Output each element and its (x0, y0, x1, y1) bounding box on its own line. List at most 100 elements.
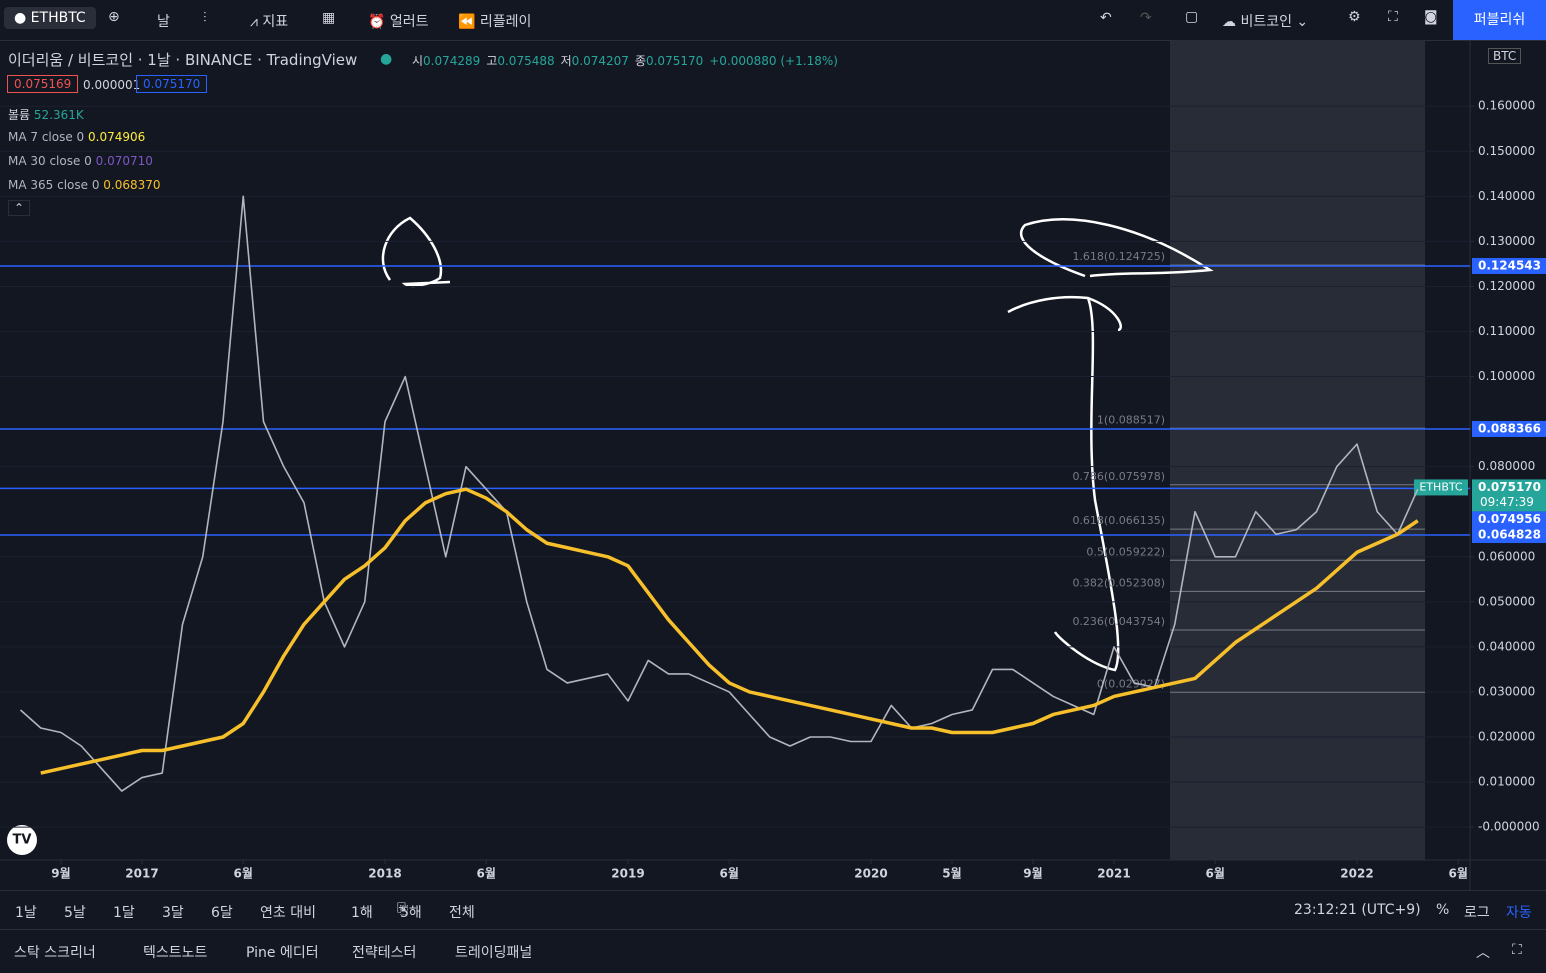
ma-value: 0.068370 (103, 178, 161, 192)
x-tick-label: 2020 (854, 867, 887, 881)
drawing (1007, 295, 1122, 672)
ohlc-value: 0.074289 (423, 54, 481, 68)
expand-button[interactable]: ︿ (1476, 945, 1490, 961)
collapse-button[interactable]: ⌃ (8, 200, 31, 216)
y-tick-label: 0.110000 (1478, 324, 1535, 338)
y-tick-label: 0.010000 (1478, 775, 1535, 789)
svg-text:TV: TV (13, 833, 32, 848)
x-tick-label: 2022 (1340, 867, 1373, 881)
range-button[interactable]: 5날 (64, 905, 86, 921)
ohlc-value: 0.075488 (497, 54, 555, 68)
x-tick-label: 2018 (368, 867, 401, 881)
drawing (381, 216, 451, 287)
label: 얼러트 (389, 14, 429, 30)
settings-button[interactable]: ⚙ (1348, 9, 1361, 25)
log-toggle[interactable]: 로그 (1464, 905, 1490, 921)
replay-button[interactable]: ⏪ 리플레이 (458, 14, 532, 30)
clock: 23:12:21 (UTC+9) (1294, 902, 1421, 918)
add-button[interactable]: ⊕ (108, 9, 120, 25)
ma-value: 0.070710 (95, 154, 153, 168)
fib-label: 0.786(0.075978) (1072, 470, 1165, 483)
interval-button[interactable]: 날 (157, 14, 170, 30)
indicators-button[interactable]: ⩘ 지표 (250, 14, 289, 30)
series-line (19, 195, 1419, 792)
x-tick-label: 6월 (1449, 866, 1468, 881)
legend-title: 이더리움 / 비트코인 · 1날 · BINANCE · TradingView (8, 51, 358, 69)
x-tick-label: 6월 (1206, 866, 1225, 881)
publish-button[interactable]: 퍼블리쉬 (1453, 0, 1546, 40)
tab[interactable]: 스탁 스크리너 (14, 945, 96, 961)
fib-label: 0.382(0.052308) (1072, 576, 1165, 589)
fib-label: 1(0.088517) (1097, 413, 1165, 426)
redo-button[interactable]: ↷ (1140, 10, 1152, 26)
x-tick-label: 9월 (1023, 866, 1042, 881)
fib-label: 0.5(0.059222) (1086, 545, 1165, 558)
ma-name: MA 365 close 0 (8, 178, 100, 192)
ohlc-value: 0.075170 (645, 54, 704, 68)
tab[interactable]: Pine 에디터 (246, 945, 319, 961)
last-price-bg (1472, 479, 1546, 512)
fib-label: 1.618(0.124725) (1072, 250, 1165, 263)
fib-label: 0(0.029927) (1097, 677, 1165, 690)
range-button[interactable]: 1해 (351, 905, 373, 921)
label: 지표 (262, 14, 289, 30)
layout-button[interactable]: ▦ (322, 10, 336, 26)
ma-badge: 0.074956 (1478, 512, 1541, 526)
chart-type-button[interactable]: ⫶ (203, 10, 207, 26)
ma-value: 0.074906 (88, 130, 146, 144)
range-button[interactable]: 6달 (211, 905, 233, 921)
symbol: ETHBTC (30, 10, 86, 26)
range-button[interactable]: 5해 (400, 905, 422, 921)
range-button[interactable]: 1날 (15, 905, 37, 921)
range-button[interactable]: 3달 (162, 905, 184, 921)
symbol-button[interactable]: ● ETHBTC (4, 7, 96, 29)
volume-value: 52.361K (33, 108, 84, 122)
tab[interactable]: 텍스트노트 (143, 945, 208, 961)
goto-date[interactable]: ⎘ (397, 901, 409, 917)
snapshot-button[interactable]: ◙ (1424, 9, 1438, 25)
maximize-button[interactable]: ⛶ (1512, 942, 1522, 958)
range-button[interactable]: 1달 (113, 905, 135, 921)
drawings (381, 216, 1214, 672)
x-tick-label: 5월 (942, 866, 961, 881)
percent-toggle[interactable]: % (1436, 902, 1450, 918)
y-tick-label: 0.150000 (1478, 144, 1535, 158)
ohlc-label: 종 (634, 54, 646, 68)
range-button[interactable]: 전체 (449, 905, 475, 921)
logo: TV (7, 825, 37, 855)
undo-button[interactable]: ↶ (1100, 10, 1112, 26)
y-tick-label: 0.060000 (1478, 549, 1535, 563)
ohlc-label: 고 (486, 54, 498, 68)
y-tick-label: 0.040000 (1478, 639, 1535, 653)
y-tick-label: 0.020000 (1478, 730, 1535, 744)
volume-label: 볼륨 (8, 108, 31, 122)
symbol-badge: ETHBTC (1419, 480, 1463, 493)
y-tick-label: 0.140000 (1478, 189, 1535, 203)
y-tick-label: 0.100000 (1478, 369, 1535, 383)
range-button[interactable]: 연초 대비 (260, 905, 316, 921)
y-tick-label: 0.130000 (1478, 234, 1535, 248)
ohlc-value: 0.074207 (571, 54, 629, 68)
top-toolbar: ● ETHBTC ⊕ 날 ⫶ ⩘ 지표 ▦ ⏰ 얼러트 ⏪ 리플레이 ↶ ↷ ▢… (0, 0, 1546, 41)
change: +0.000880 (+1.18%) (709, 54, 838, 68)
bottom-tabs: ︿ ⛶ 스탁 스크리너 텍스트노트 Pine 에디터 전략테스터 트레이딩패널 (0, 932, 1546, 973)
alert-button[interactable]: ⏰ 얼러트 (368, 14, 429, 30)
label: 비트코인 (1240, 14, 1292, 30)
auto-toggle[interactable]: 자동 (1506, 905, 1532, 921)
x-tick-label: 9월 (51, 866, 70, 881)
y-tick-label: -0.000000 (1478, 820, 1540, 834)
tab[interactable]: 전략테스터 (352, 945, 417, 961)
fullscreen-button[interactable]: ⛶ (1388, 9, 1398, 25)
price-badge: 0.088366 (1478, 421, 1541, 435)
y-tick-label: 0.160000 (1478, 99, 1535, 113)
layout-select[interactable]: ▢ (1185, 9, 1199, 25)
tab[interactable]: 트레이딩패널 (455, 945, 533, 961)
drawing (1019, 218, 1214, 278)
price-badge-bg (1472, 257, 1546, 274)
currency-button[interactable]: BTC (1488, 48, 1522, 64)
compare-button[interactable]: ☁ 비트코인 ⌄ (1222, 14, 1309, 30)
x-tick-label: 2021 (1097, 867, 1130, 881)
last-price: 0.075170 (1478, 480, 1541, 494)
fib-label: 0.618(0.066135) (1072, 514, 1165, 527)
